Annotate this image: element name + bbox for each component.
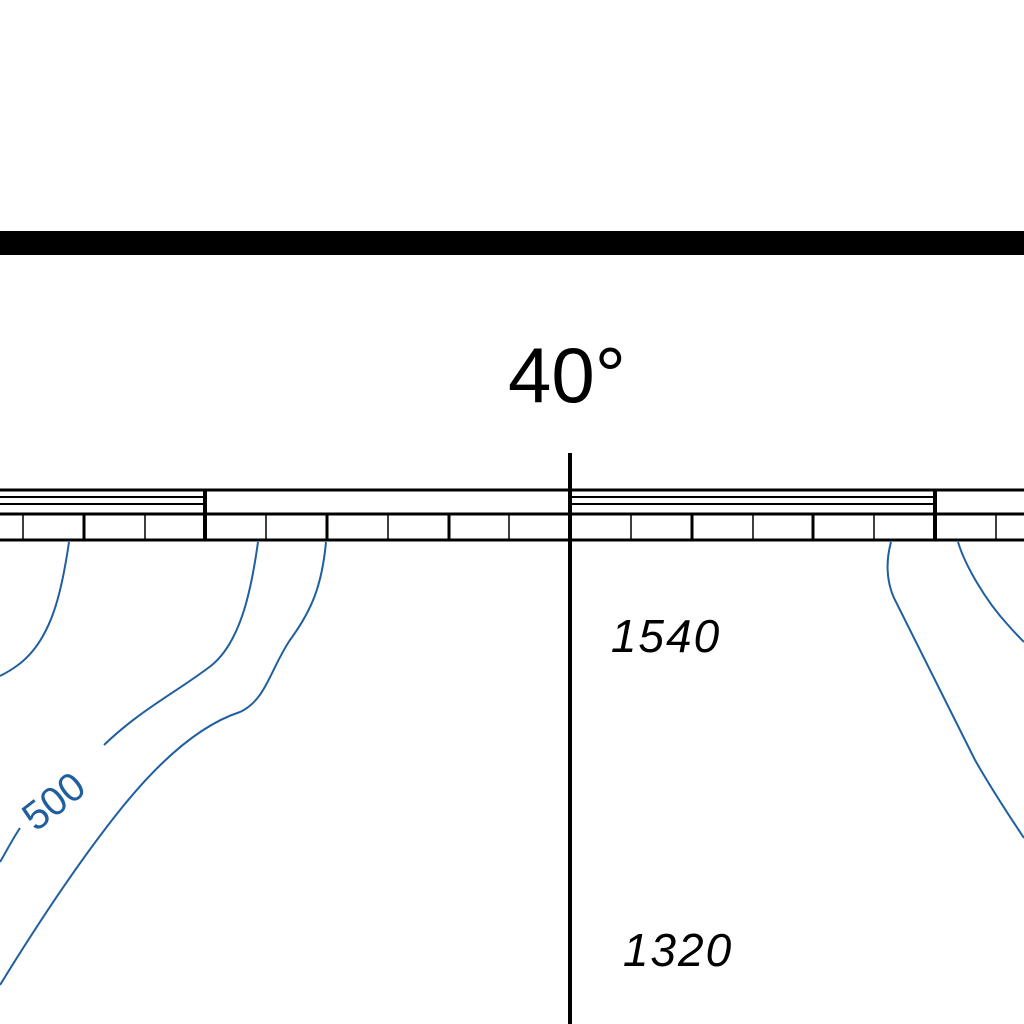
contour-line [103, 541, 259, 746]
border-scale [0, 488, 1024, 542]
depth-contours [0, 541, 1024, 986]
depth-sounding: 1540 [611, 610, 721, 662]
graticule-label: 40° [508, 331, 626, 419]
scale-minor-ticks [22, 514, 997, 540]
depth-sounding: 1320 [623, 924, 733, 976]
map-neatline [0, 231, 1024, 255]
contour-line [0, 541, 70, 677]
contour-line [0, 827, 21, 863]
contour-line [0, 541, 327, 986]
contour-line [886, 541, 1024, 839]
contour-line [957, 541, 1024, 643]
